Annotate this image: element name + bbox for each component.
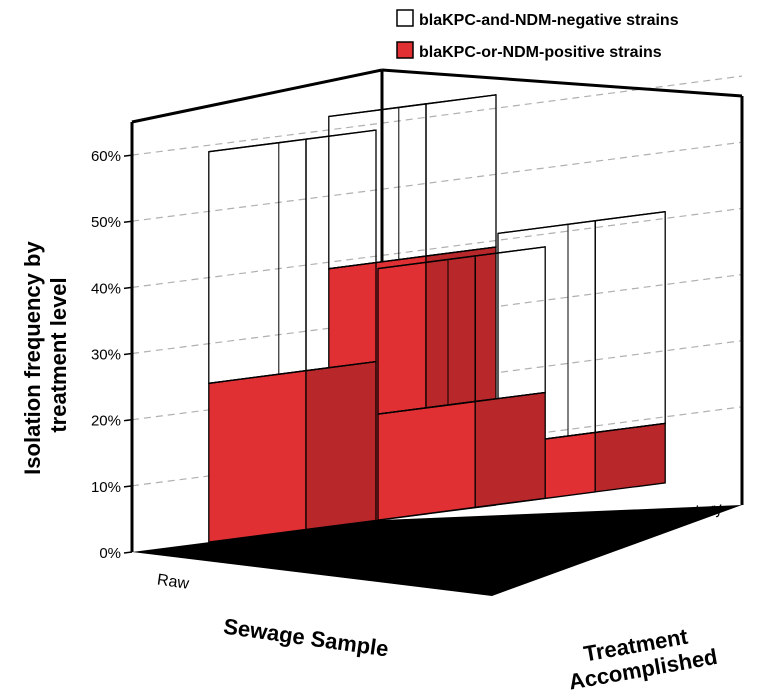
x-category-label: Raw	[156, 571, 191, 592]
bar-negative-segment-top	[328, 94, 497, 118]
bars	[208, 94, 666, 543]
bar-negative-segment-top	[208, 129, 377, 153]
bar-negative-segment	[497, 210, 666, 446]
bar-negative-segment-top	[497, 211, 666, 235]
y-axis-ticks: 0% 10% 20% 30% 40% 50% 60%	[91, 148, 133, 562]
y-tick-mark	[123, 154, 133, 157]
legend-item-negative: blaKPC-and-NDM-negative strains	[396, 9, 679, 29]
bar-negative-segment	[208, 129, 377, 385]
bar-positive-segment-front	[208, 369, 307, 543]
bar-negative-segment-top	[377, 246, 546, 270]
bar-treated-secondary	[377, 246, 546, 521]
y-tick-mark	[123, 220, 133, 223]
bar-positive-segment	[377, 391, 546, 521]
bar-positive-segment-front	[377, 400, 476, 521]
legend-swatch-positive	[396, 41, 414, 59]
y-tick-mark	[123, 286, 133, 290]
y-tick-label: 30%	[91, 347, 121, 364]
bar-positive-segment	[208, 360, 377, 543]
bar-positive-segment-side	[474, 391, 546, 509]
bar-negative-segment	[377, 246, 546, 415]
x-axis-title: Sewage Sample	[222, 614, 390, 662]
chart-floor	[132, 505, 742, 596]
legend-swatch-negative	[396, 9, 414, 27]
y-tick-label: 40%	[91, 280, 121, 297]
y-tick-mark	[123, 352, 133, 356]
bar-positive-segment-side	[594, 422, 666, 493]
bar-raw-secondary	[208, 129, 377, 543]
z-axis-title: Treatment Accomplished	[562, 619, 719, 690]
y-tick-mark	[123, 551, 133, 554]
y-tick-label: 20%	[91, 413, 121, 430]
y-tick-label: 60%	[91, 148, 121, 165]
bar-positive-segment-side	[305, 360, 377, 531]
legend-label-negative: blaKPC-and-NDM-negative strains	[419, 12, 679, 29]
legend: blaKPC-and-NDM-negative strains blaKPC-o…	[396, 9, 679, 61]
y-axis-title: Isolation frequency by treatment level	[20, 235, 71, 475]
legend-label-positive: blaKPC-or-NDM-positive strains	[419, 44, 662, 61]
y-tick-label: 50%	[91, 214, 121, 231]
legend-item-positive: blaKPC-or-NDM-positive strains	[396, 41, 662, 61]
y-tick-mark	[123, 418, 133, 422]
y-tick-mark	[123, 485, 133, 488]
y-tick-label: 10%	[91, 479, 121, 496]
bar-negative-segment	[328, 94, 497, 270]
y-tick-label: 0%	[99, 545, 121, 562]
